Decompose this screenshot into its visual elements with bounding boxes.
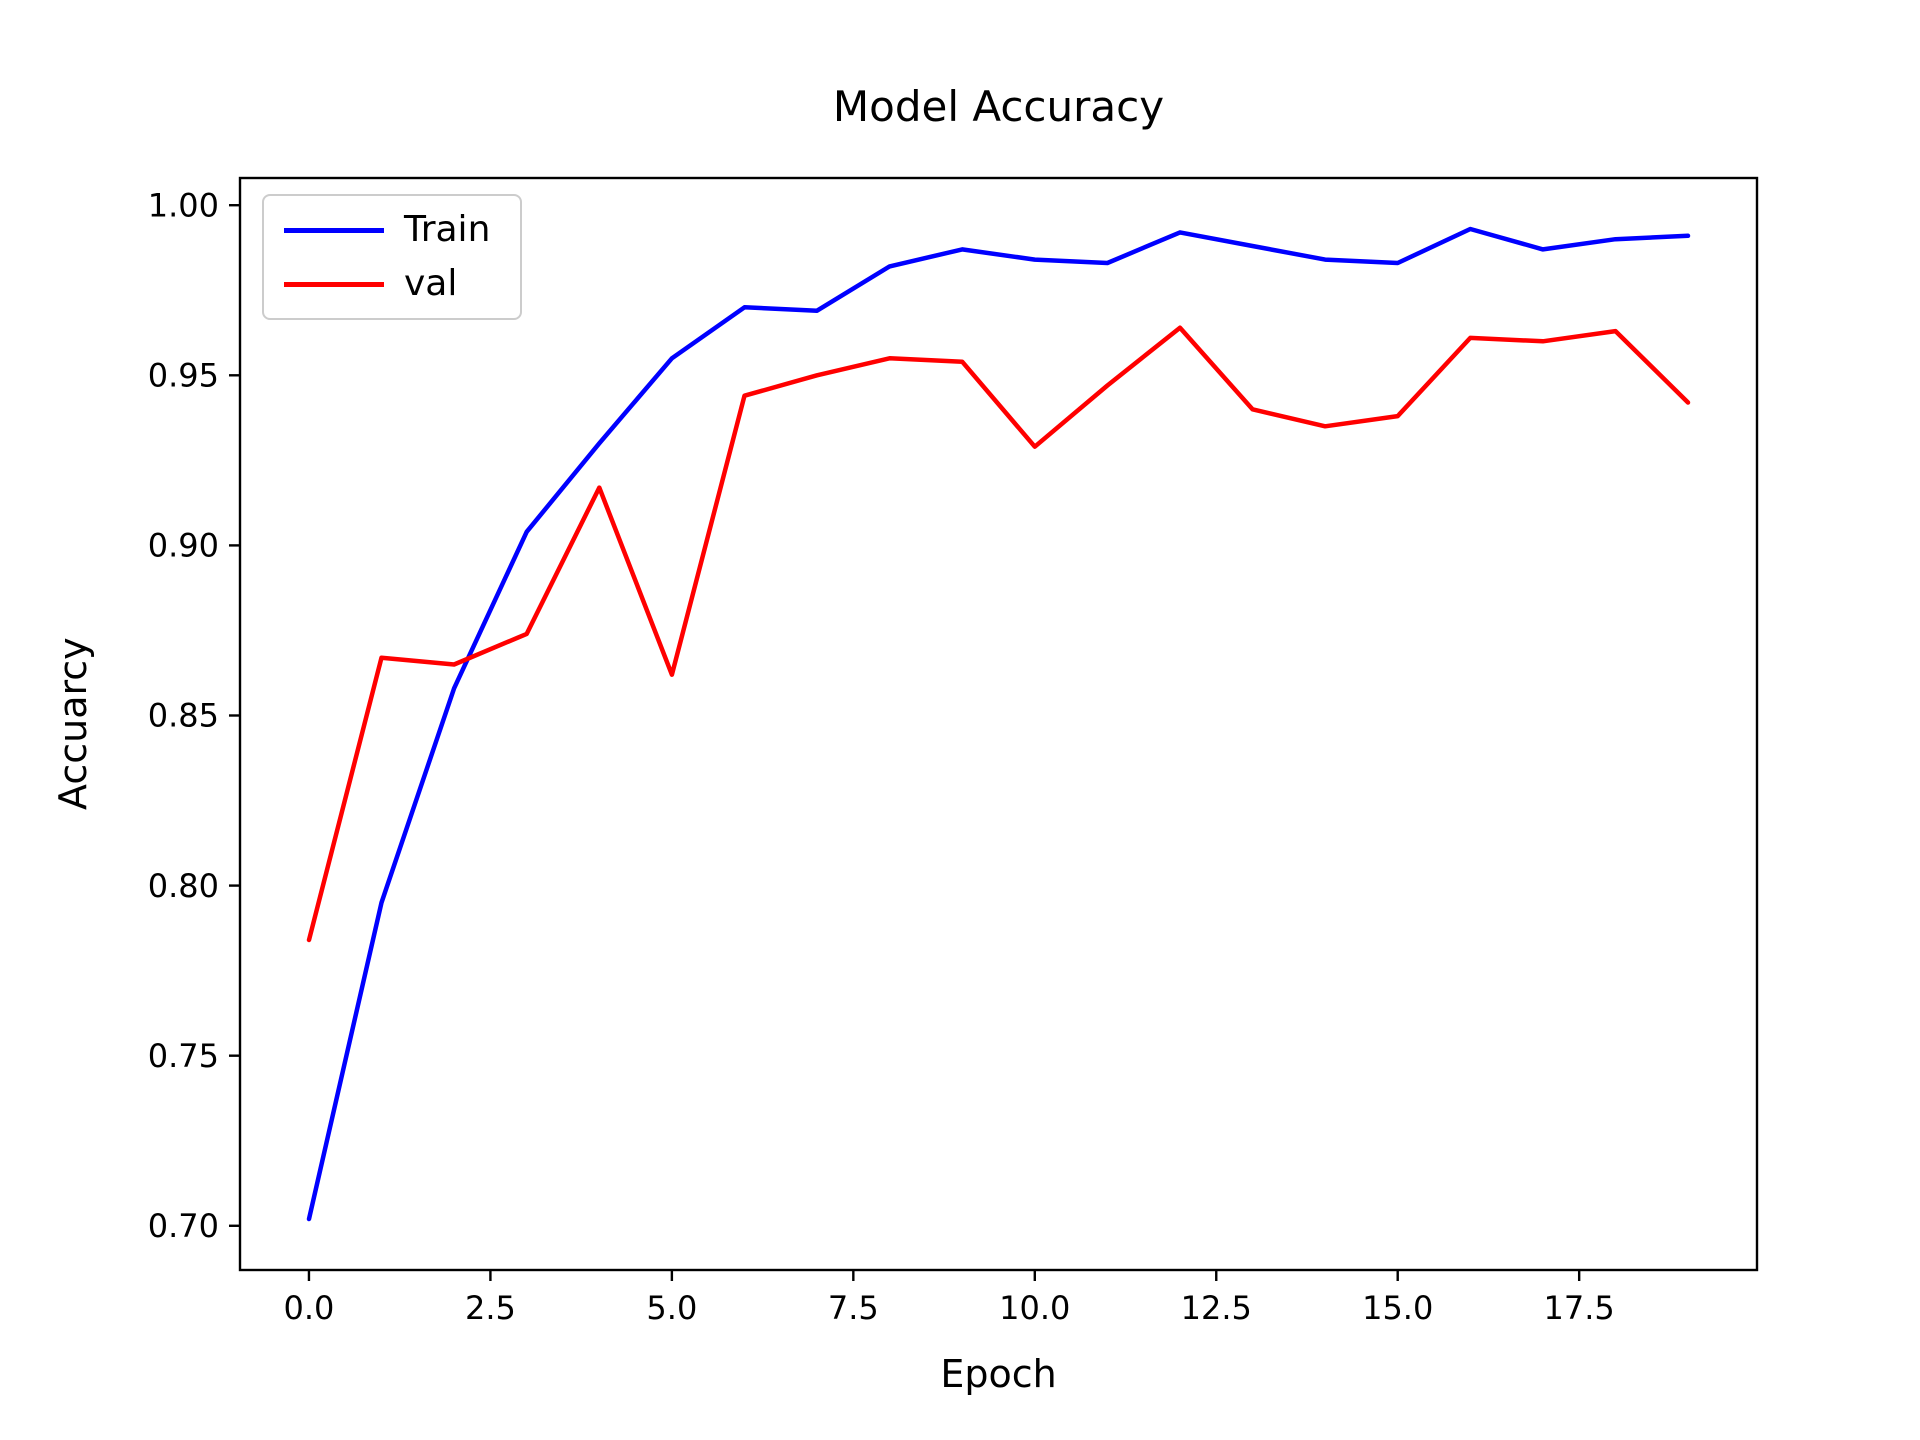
legend-label-val: val bbox=[404, 263, 458, 304]
y-tick-label: 0.80 bbox=[148, 867, 219, 905]
legend-label-train: Train bbox=[404, 209, 491, 250]
y-tick-label: 0.75 bbox=[148, 1037, 219, 1075]
x-tick-label: 0.0 bbox=[284, 1289, 335, 1327]
x-tick-label: 12.5 bbox=[1181, 1289, 1252, 1327]
y-tick-label: 0.85 bbox=[148, 697, 219, 735]
x-tick-label: 5.0 bbox=[646, 1289, 697, 1327]
y-tick-label: 0.70 bbox=[148, 1207, 219, 1245]
x-tick-label: 15.0 bbox=[1362, 1289, 1433, 1327]
legend-item-val: val bbox=[284, 266, 490, 302]
legend: Train val bbox=[262, 194, 523, 320]
legend-item-train: Train bbox=[284, 212, 490, 248]
y-tick-label: 0.95 bbox=[148, 357, 219, 395]
x-tick-label: 17.5 bbox=[1544, 1289, 1615, 1327]
y-tick-label: 1.00 bbox=[148, 186, 219, 224]
chart-title: Model Accuracy bbox=[832, 82, 1165, 131]
y-tick-label: 0.90 bbox=[148, 527, 219, 565]
axes-box bbox=[238, 176, 1759, 1272]
x-tick-label: 10.0 bbox=[999, 1289, 1070, 1327]
line-train bbox=[306, 226, 1691, 1222]
x-axis-label: Epoch bbox=[940, 1352, 1057, 1396]
x-tick-label: 7.5 bbox=[828, 1289, 879, 1327]
line-val bbox=[306, 325, 1691, 943]
train-line-swatch bbox=[284, 227, 384, 233]
val-line-swatch bbox=[284, 281, 384, 287]
x-tick-label: 2.5 bbox=[465, 1289, 516, 1327]
